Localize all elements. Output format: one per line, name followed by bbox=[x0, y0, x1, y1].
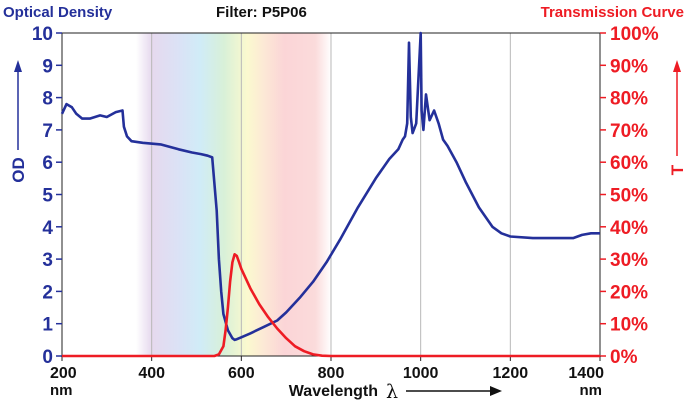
od-tick-label-6: 6 bbox=[42, 153, 53, 174]
x-unit-label-left: nm bbox=[50, 382, 73, 399]
transmission-axis-label: T bbox=[668, 164, 687, 175]
od-axis-ticks: 0 1 2 3 4 5 6 7 8 9 10 bbox=[32, 24, 62, 368]
x-axis-label: Wavelength bbox=[289, 383, 378, 400]
transmission-tick-label-30: 30% bbox=[610, 250, 648, 271]
wavelength-axis-ticks: 200 400 600 800 1000 1200 1400 bbox=[50, 356, 604, 382]
wavelength-tick-label-1200: 1200 bbox=[493, 365, 529, 382]
wavelength-arrow-head bbox=[490, 386, 502, 396]
visible-spectrum-band bbox=[135, 33, 331, 356]
transmission-tick-label-100: 100% bbox=[610, 24, 659, 45]
transmission-tick-label-0: 0% bbox=[610, 347, 638, 368]
transmission-tick-label-20: 20% bbox=[610, 282, 648, 303]
od-tick-label-7: 7 bbox=[42, 121, 53, 142]
od-axis-arrow-head bbox=[14, 60, 22, 72]
od-tick-label-1: 1 bbox=[42, 315, 53, 336]
od-tick-label-0: 0 bbox=[42, 347, 53, 368]
od-series-line bbox=[60, 31, 600, 342]
od-tick-label-8: 8 bbox=[42, 89, 53, 110]
wavelength-tick-label-600: 600 bbox=[228, 365, 255, 382]
od-tick-label-9: 9 bbox=[42, 56, 53, 77]
transmission-tick-label-60: 60% bbox=[610, 153, 648, 174]
transmission-tick-label-80: 80% bbox=[610, 89, 648, 110]
od-tick-label-4: 4 bbox=[42, 218, 53, 239]
transmission-tick-label-40: 40% bbox=[610, 218, 648, 239]
wavelength-tick-label-1000: 1000 bbox=[403, 365, 439, 382]
transmission-series-line bbox=[62, 253, 600, 358]
od-axis-label: OD bbox=[9, 157, 28, 183]
od-tick-label-10: 10 bbox=[32, 24, 53, 45]
x-unit-label-right: nm bbox=[580, 382, 603, 399]
transmission-tick-label-10: 10% bbox=[610, 315, 648, 336]
lambda-symbol: λ bbox=[386, 381, 398, 403]
od-tick-label-3: 3 bbox=[42, 250, 53, 271]
wavelength-tick-label-1400: 1400 bbox=[568, 365, 604, 382]
axis-labels: nm nm Wavelength λ OD T bbox=[9, 60, 687, 403]
transmission-tick-label-90: 90% bbox=[610, 56, 648, 77]
filter-title: Filter: P5P06 bbox=[216, 4, 307, 21]
wavelength-tick-label-800: 800 bbox=[318, 365, 345, 382]
transmission-tick-label-50: 50% bbox=[610, 186, 648, 207]
od-header-title: Optical Density bbox=[3, 4, 113, 21]
transmission-axis-ticks: 0% 10% 20% 30% 40% 50% 60% 70% 80% 90% 100% bbox=[600, 24, 659, 368]
transmission-header-title: Transmission Curve bbox=[540, 4, 684, 21]
transmission-axis-arrow-head bbox=[673, 60, 681, 72]
wavelength-tick-label-400: 400 bbox=[138, 365, 165, 382]
transmission-tick-label-70: 70% bbox=[610, 121, 648, 142]
od-tick-label-2: 2 bbox=[42, 282, 53, 303]
wavelength-tick-label-200: 200 bbox=[50, 365, 77, 382]
od-tick-label-5: 5 bbox=[42, 186, 53, 207]
